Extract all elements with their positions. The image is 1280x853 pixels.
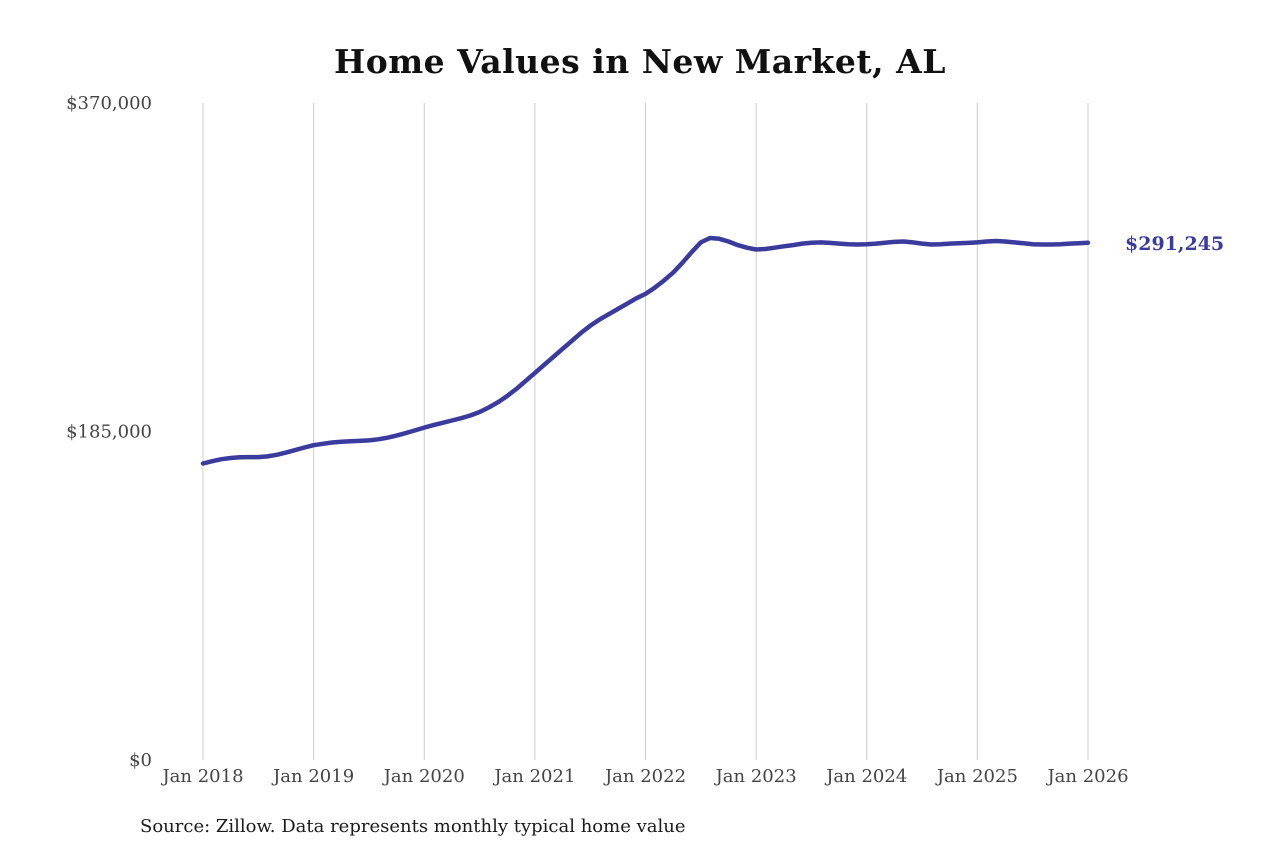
- x-tick-label: Jan 2025: [935, 766, 1018, 787]
- x-tick-label: Jan 2021: [492, 766, 575, 787]
- x-tick-label: Jan 2024: [824, 766, 907, 787]
- x-tick-label: Jan 2018: [160, 766, 243, 787]
- x-tick-label: Jan 2023: [714, 766, 797, 787]
- x-tick-label: Jan 2020: [382, 766, 465, 787]
- y-tick-label: $370,000: [66, 93, 152, 114]
- chart-title: Home Values in New Market, AL: [334, 42, 946, 81]
- x-tick-label: Jan 2019: [271, 766, 354, 787]
- y-tick-label: $185,000: [66, 422, 152, 443]
- x-tick-label: Jan 2026: [1045, 766, 1128, 787]
- y-tick-label: $0: [129, 750, 152, 771]
- x-tick-label: Jan 2022: [603, 766, 686, 787]
- home-value-line: [200, 235, 1091, 466]
- source-note: Source: Zillow. Data represents monthly …: [140, 816, 686, 837]
- latest-value-label: $291,245: [1125, 233, 1224, 255]
